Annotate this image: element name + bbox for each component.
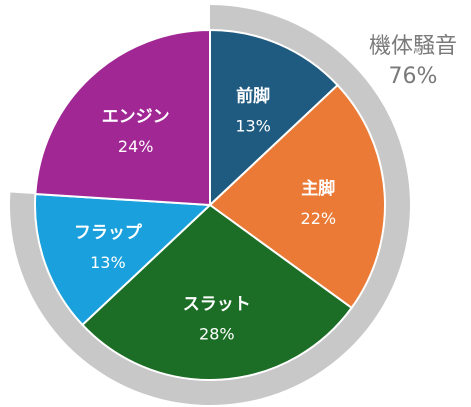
callout-value: 76% bbox=[389, 64, 438, 89]
pie-slice bbox=[208, 83, 387, 310]
slice-value: 24% bbox=[118, 137, 154, 156]
pie-slice bbox=[34, 28, 211, 207]
pie-slice bbox=[34, 192, 213, 327]
slice-value: 13% bbox=[90, 253, 126, 272]
slice-label: 前脚 bbox=[236, 85, 270, 106]
pie-slice bbox=[209, 28, 339, 208]
slice-value: 28% bbox=[199, 324, 235, 343]
callout-label: 機体騒音 bbox=[369, 34, 457, 59]
slice-label: スラット bbox=[183, 294, 251, 314]
slice-label: フラップ bbox=[74, 222, 143, 243]
slice-value: 13% bbox=[235, 116, 271, 135]
pie-slice bbox=[81, 203, 353, 382]
slice-value: 22% bbox=[301, 209, 337, 228]
slice-label: 主脚 bbox=[301, 178, 335, 199]
slice-label: エンジン bbox=[102, 107, 170, 127]
